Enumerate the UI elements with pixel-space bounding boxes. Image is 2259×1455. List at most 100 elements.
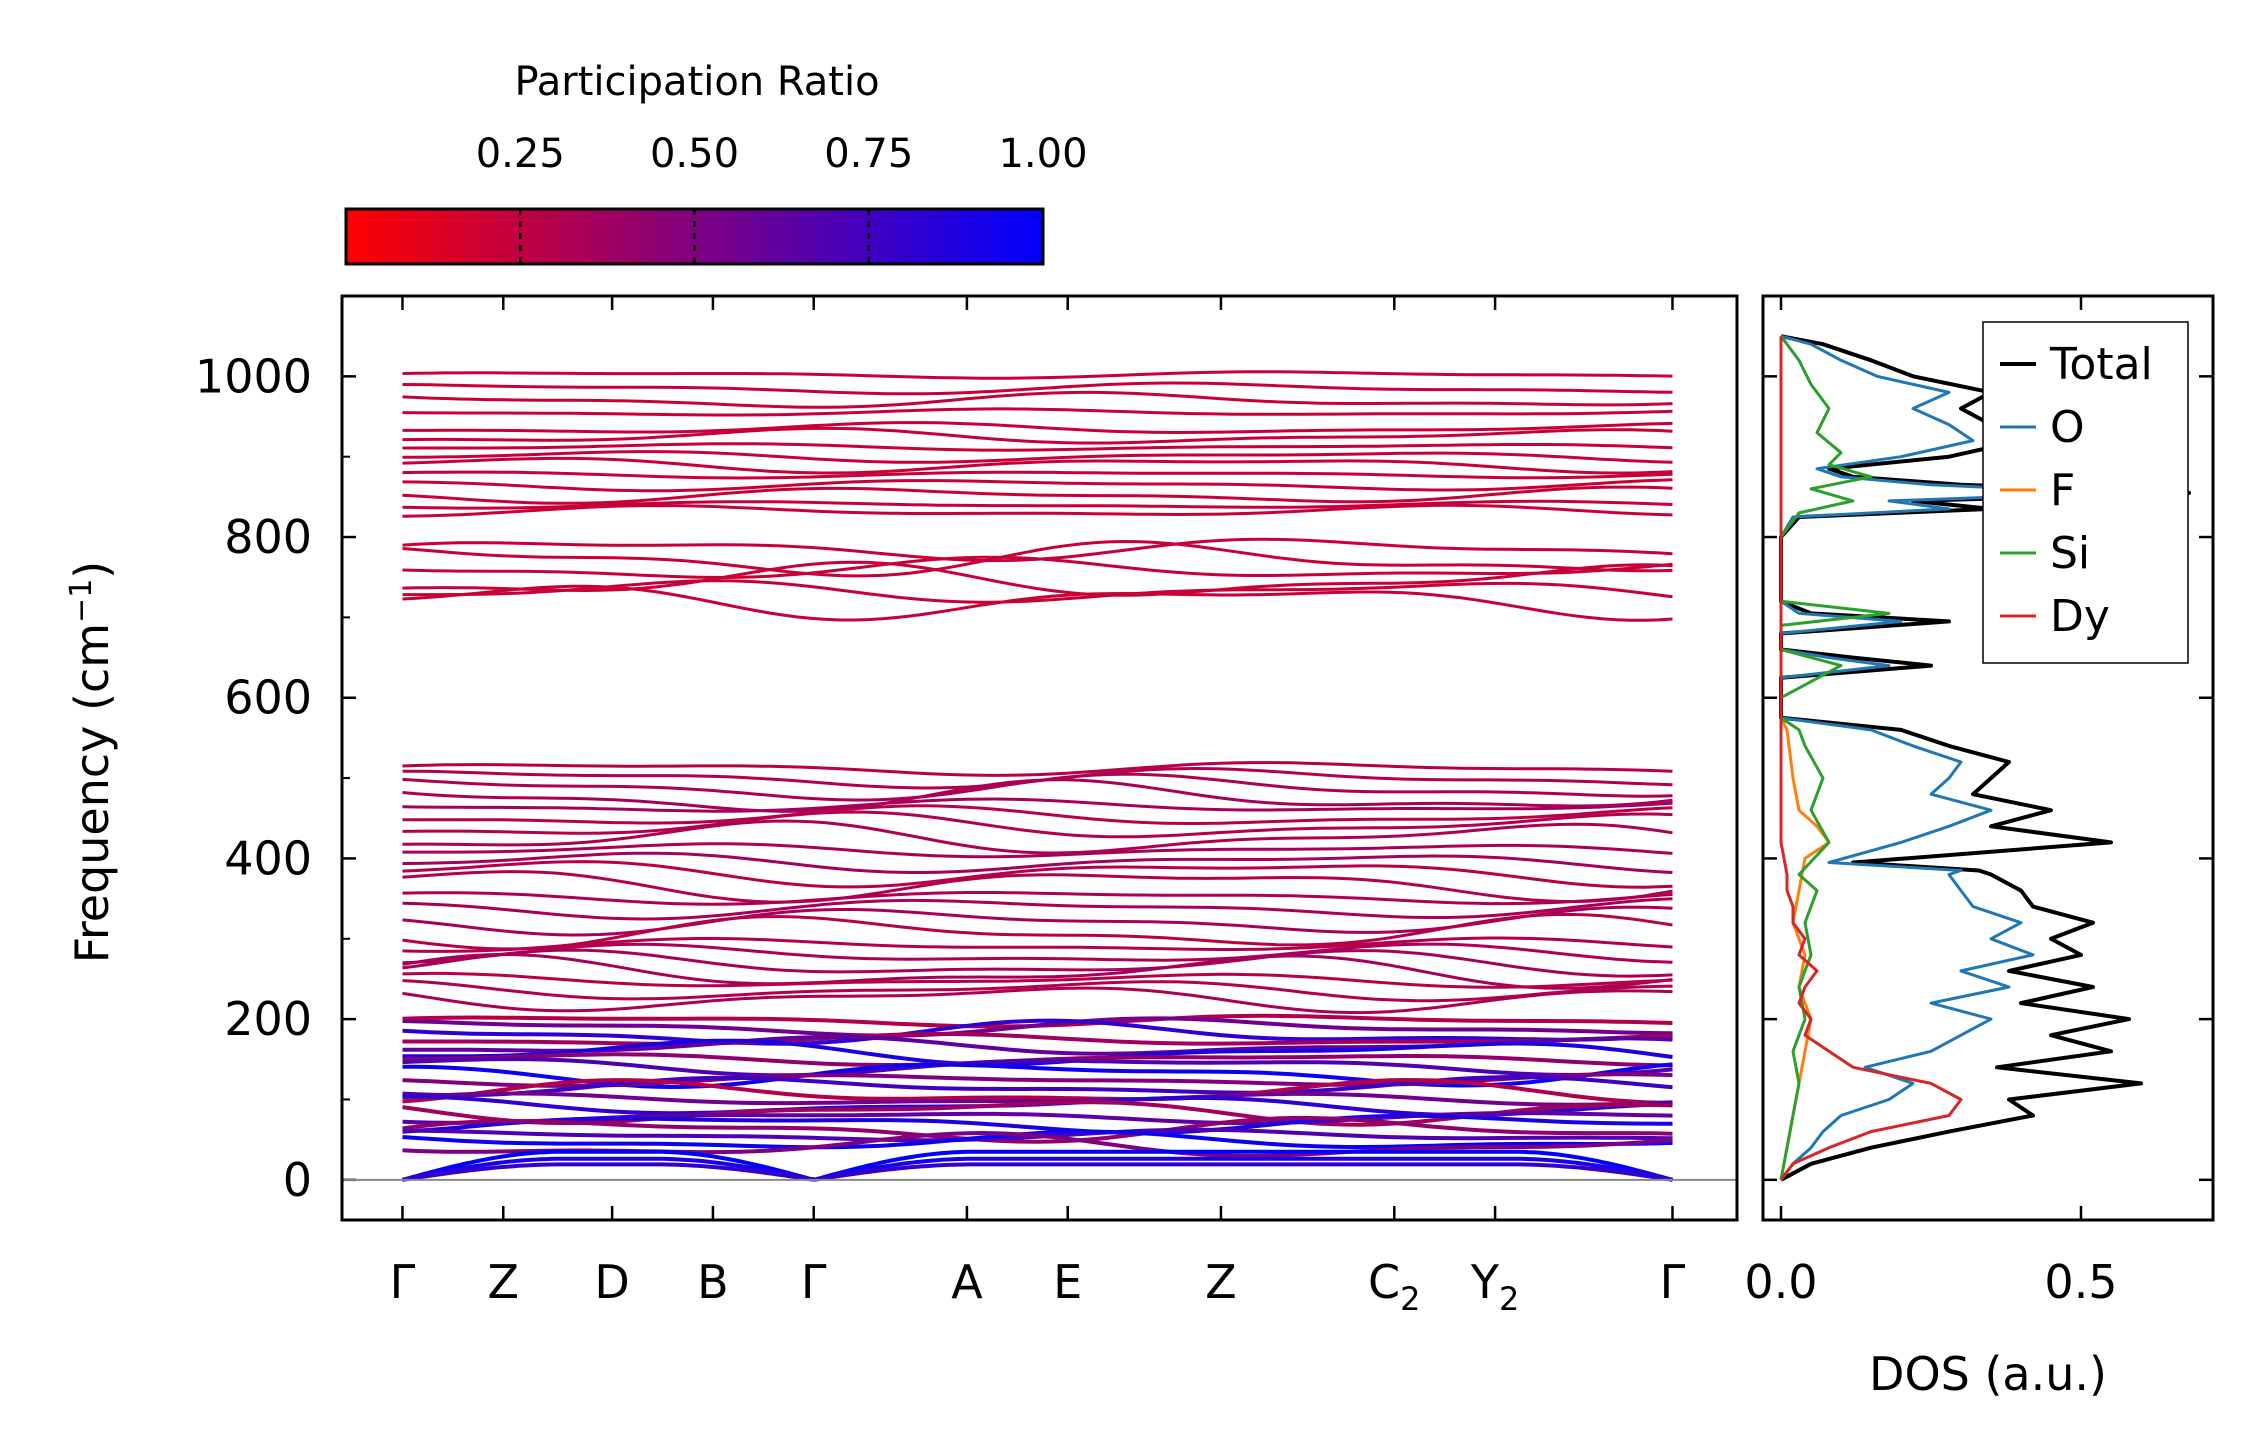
legend-label: Total [2049,339,2153,390]
band-line [402,860,1673,889]
dos-series-total [1779,334,2191,1182]
kpoint-label: Γ [1660,1255,1686,1309]
legend-label: F [2050,465,2075,516]
dos-lines [1779,334,2191,1182]
band-line [402,1018,1673,1046]
kpoint-label: A [951,1255,983,1309]
band-line [402,1032,1673,1046]
y-axis-title-close: ) [65,561,119,579]
legend-label: Dy [2050,591,2110,642]
kpoint-label: Z [488,1255,520,1309]
x-axis-title-dos: DOS (a.u.) [1869,1347,2107,1401]
band-line [402,450,1673,464]
kpoint-label: Γ [801,1255,827,1309]
kpoint-label: C2 [1368,1255,1420,1318]
band-line [402,804,1673,826]
band-frame [340,294,1739,1222]
kpoint-label: Z [1205,1255,1237,1309]
y-tick-label: 0 [283,1153,312,1207]
band-line [402,478,1673,493]
dos-legend: Total OF Si Dy [1982,321,2189,664]
acoustic-branch [402,1156,1673,1182]
legend-label: Si [2050,528,2090,579]
band-line [402,778,1673,813]
band-line [402,772,1673,802]
dos-series-dy [1779,336,1963,1181]
band-line [402,381,1673,396]
band-line [402,842,1673,859]
band-line [402,870,1673,904]
y-tick-label: 800 [224,510,312,564]
band-line [402,503,1673,518]
band-line [402,761,1673,777]
band-line [402,539,1673,578]
kpoint-label-sub: 2 [1499,1280,1519,1318]
dos-axes: 0.0 0.5 [1744,296,2213,1309]
band-line [402,442,1673,452]
band-line [402,936,1673,953]
legend-box [1982,321,2189,664]
band-line [402,897,1673,921]
band-line [402,942,1673,965]
y-tick-label: 200 [224,992,312,1046]
band-line [402,1038,1673,1067]
y-tick-label: 400 [224,831,312,885]
band-line [402,390,1673,409]
band-line [402,979,1673,1003]
band-line [402,1074,1673,1098]
acoustic-branch [402,1162,1673,1182]
band-line [402,952,1673,990]
kpoint-label: Y2 [1470,1255,1519,1318]
colorbar-title: Participation Ratio [514,59,879,105]
colorbar: Participation Ratio 0.25 0.50 0.75 1.00 [344,59,1088,266]
band-line [402,421,1673,435]
kpoint-label: D [594,1255,629,1309]
band-line [402,810,1673,839]
y-axis-title: Frequency (cm−1) [64,561,120,964]
acoustic-branch [401,1149,1674,1182]
kpoint-label: B [697,1255,729,1309]
y-tick-label: 600 [224,671,312,725]
band-line [402,851,1673,874]
colorbar-ticks: 0.25 0.50 0.75 1.00 [476,131,1088,264]
band-line [402,456,1673,475]
legend-label: O [2050,402,2085,453]
kpoint-label: Γ [390,1255,416,1309]
y-axis-title-exp: −1 [64,579,99,623]
band-line [402,370,1673,380]
band-line [402,948,1673,978]
dos-x-tick-label: 0.0 [1744,1255,1817,1309]
band-line [402,891,1673,906]
kpoint-label: E [1053,1255,1082,1309]
band-line [402,560,1673,597]
band-line [402,1016,1673,1038]
band-line [402,584,1673,622]
band-line [402,1057,1673,1078]
y-axis-title-unit: (cm [65,623,119,711]
dos-x-tick-label: 0.5 [2044,1255,2117,1309]
band-line [402,555,1673,580]
band-line [402,1091,1673,1107]
dos-series-o [1779,334,2113,1181]
band-line [402,1129,1673,1150]
band-line [402,971,1673,989]
band-line [402,1077,1673,1105]
colorbar-tick-label: 0.25 [476,131,565,177]
dos-frame [1761,294,2215,1222]
y-axis-title-main: Frequency [65,726,119,964]
colorbar-tick-label: 0.50 [650,131,739,177]
band-line [402,1115,1673,1144]
band-line [402,1113,1673,1135]
colorbar-tick-label: 1.00 [998,131,1087,177]
band-line [402,819,1673,855]
colorbar-tick-label: 0.75 [824,131,913,177]
band-line [402,407,1673,417]
dos-panel: 0.0 0.5 DOS (a.u.) Total OF Si Dy [1744,294,2215,1401]
band-lines [401,370,1674,1182]
dos-series-f [1779,336,1831,1181]
band-line [402,912,1673,951]
band-line [402,470,1673,480]
band-line [402,986,1673,1015]
band-line [402,485,1673,505]
